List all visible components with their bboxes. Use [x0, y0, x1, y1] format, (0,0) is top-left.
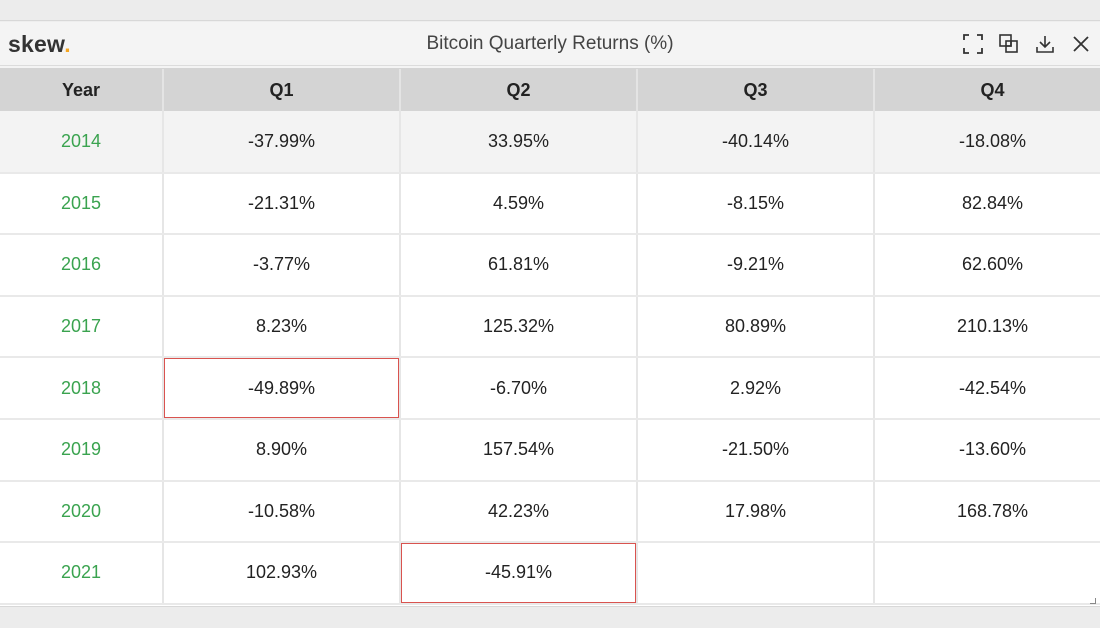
q4-cell: 62.60%: [874, 234, 1100, 297]
q3-cell: 17.98%: [637, 480, 875, 544]
col-header-q3[interactable]: Q3: [637, 69, 875, 111]
q2-cell: 61.81%: [400, 234, 638, 297]
q4-cell: -42.54%: [874, 357, 1100, 420]
q3-cell: [637, 542, 875, 605]
logo-text: skew: [8, 31, 65, 57]
year-cell: 2021: [0, 542, 164, 605]
q1-cell: 8.90%: [163, 418, 401, 482]
table-row: 2018 -49.89% -6.70% 2.92% -42.54%: [0, 357, 1100, 420]
col-header-year[interactable]: Year: [0, 69, 164, 111]
q3-cell: -21.50%: [637, 418, 875, 482]
year-cell: 2014: [0, 111, 164, 174]
fullscreen-button[interactable]: [960, 31, 986, 57]
q3-cell: -8.15%: [637, 172, 875, 236]
copy-button[interactable]: [996, 31, 1022, 57]
col-header-q4[interactable]: Q4: [874, 69, 1100, 111]
fullscreen-icon: [963, 34, 983, 54]
q1-cell: -10.58%: [163, 480, 401, 544]
q4-cell: 210.13%: [874, 295, 1100, 359]
q2-cell: 33.95%: [400, 111, 638, 174]
bottom-strip: [0, 606, 1100, 628]
q3-cell: 80.89%: [637, 295, 875, 359]
table-row: 2015 -21.31% 4.59% -8.15% 82.84%: [0, 172, 1100, 236]
close-button[interactable]: [1068, 31, 1094, 57]
q2-cell: 157.54%: [400, 418, 638, 482]
header-separator: [0, 66, 1100, 69]
q1-cell: 102.93%: [163, 542, 401, 605]
q2-cell: -6.70%: [400, 357, 638, 420]
returns-table: Year Q1 Q2 Q3 Q4 2014 -37.99% 33.95% -40…: [0, 69, 1100, 605]
year-cell: 2020: [0, 480, 164, 544]
table-row: 2016 -3.77% 61.81% -9.21% 62.60%: [0, 234, 1100, 297]
q4-cell: [874, 542, 1100, 605]
q3-cell: 2.92%: [637, 357, 875, 420]
table-row: 2020 -10.58% 42.23% 17.98% 168.78%: [0, 480, 1100, 544]
year-cell: 2016: [0, 234, 164, 297]
q4-cell: 82.84%: [874, 172, 1100, 236]
q1-cell: 8.23%: [163, 295, 401, 359]
download-button[interactable]: [1032, 31, 1058, 57]
year-cell: 2017: [0, 295, 164, 359]
table-widget: skew. Bitcoin Quarterly Returns (%): [0, 22, 1100, 606]
year-cell: 2015: [0, 172, 164, 236]
q1-cell: -21.31%: [163, 172, 401, 236]
q2-cell: 4.59%: [400, 172, 638, 236]
skew-logo: skew.: [8, 31, 71, 58]
top-strip: [0, 0, 1100, 21]
widget-titlebar: skew. Bitcoin Quarterly Returns (%): [0, 22, 1100, 66]
year-cell: 2018: [0, 357, 164, 420]
col-header-q1[interactable]: Q1: [163, 69, 401, 111]
table-row: 2014 -37.99% 33.95% -40.14% -18.08%: [0, 111, 1100, 174]
table-row: 2021 102.93% -45.91%: [0, 542, 1100, 605]
q1-cell: -37.99%: [163, 111, 401, 174]
year-cell: 2019: [0, 418, 164, 482]
table-row: 2019 8.90% 157.54% -21.50% -13.60%: [0, 418, 1100, 482]
close-icon: [1073, 36, 1089, 52]
widget-toolbar: [960, 31, 1094, 57]
widget-title: Bitcoin Quarterly Returns (%): [426, 33, 674, 54]
q1-cell-highlighted[interactable]: -49.89%: [163, 357, 401, 420]
q4-cell: -13.60%: [874, 418, 1100, 482]
resize-handle[interactable]: [1090, 598, 1096, 604]
logo-dot: .: [64, 31, 71, 57]
copy-icon: [999, 34, 1018, 53]
q1-cell: -3.77%: [163, 234, 401, 297]
col-header-q2[interactable]: Q2: [400, 69, 638, 111]
header-row: Year Q1 Q2 Q3 Q4: [0, 69, 1100, 111]
download-icon: [1036, 36, 1054, 53]
table-row: 2017 8.23% 125.32% 80.89% 210.13%: [0, 295, 1100, 359]
q2-cell: 42.23%: [400, 480, 638, 544]
q4-cell: -18.08%: [874, 111, 1100, 174]
q2-cell-highlighted[interactable]: -45.91%: [400, 542, 638, 605]
q2-cell: 125.32%: [400, 295, 638, 359]
q4-cell: 168.78%: [874, 480, 1100, 544]
q3-cell: -9.21%: [637, 234, 875, 297]
q3-cell: -40.14%: [637, 111, 875, 174]
